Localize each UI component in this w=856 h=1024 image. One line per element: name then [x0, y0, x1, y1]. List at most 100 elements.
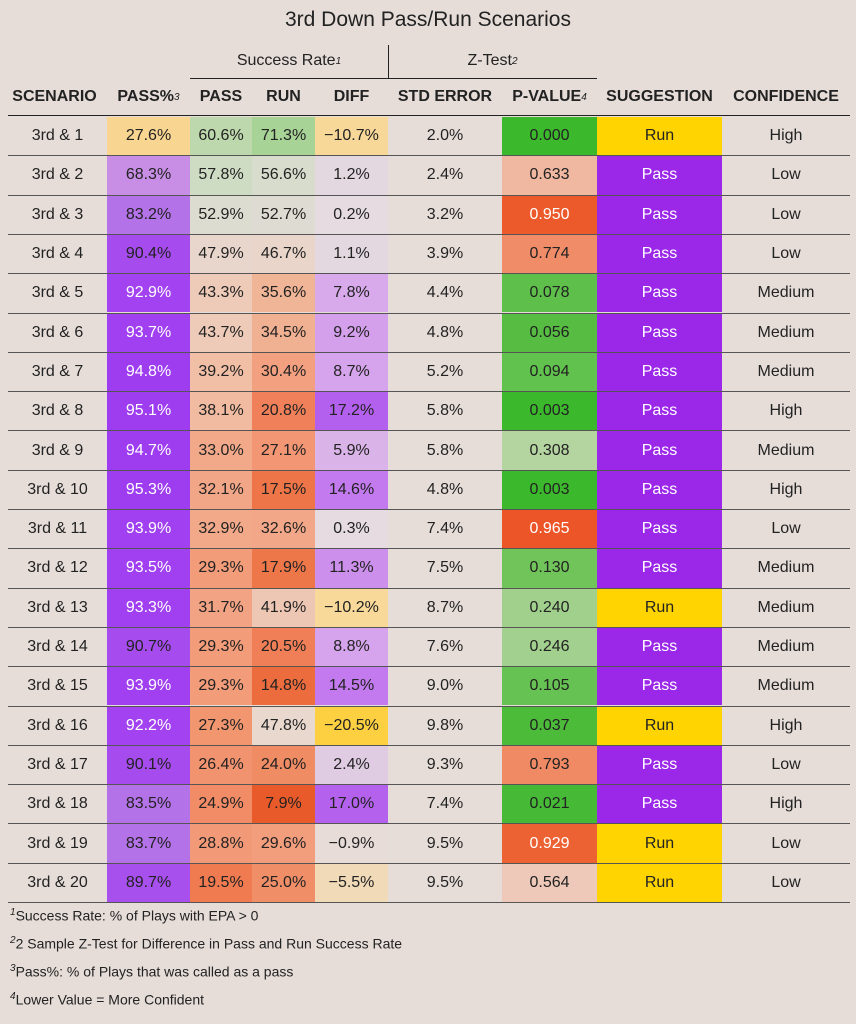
cell-text: 5.2% [426, 362, 464, 380]
cell: 1.2% [315, 156, 388, 195]
cell-text: 26.4% [198, 755, 244, 773]
cell-text: 41.9% [260, 598, 307, 616]
cell-text: 3rd & 7 [31, 362, 84, 380]
cell: Pass [597, 627, 722, 667]
cell-text: 3rd & 10 [27, 480, 88, 498]
group-header: Success Rate 1 [190, 46, 388, 76]
cell: Pass [597, 510, 722, 549]
cell-text: Medium [757, 638, 815, 656]
cell: Pass [597, 745, 722, 785]
cell-text: 4.8% [426, 323, 464, 341]
row-rule [8, 823, 850, 825]
column-header: SUGGESTION [597, 80, 722, 114]
cell-text: High [769, 716, 803, 734]
footnote-text: 2 Sample Z-Test for Difference in Pass a… [15, 935, 403, 952]
cell-text: Low [771, 520, 801, 538]
cell: 47.8% [252, 706, 315, 745]
cell-text: Pass [641, 638, 678, 656]
cell: 38.1% [190, 392, 252, 431]
cell-text: 52.9% [198, 205, 244, 223]
column-label: DIFF [333, 88, 370, 105]
cell: 3rd & 4 [8, 235, 107, 273]
cell: 0.037 [502, 706, 597, 745]
cell-text: 9.5% [426, 834, 464, 852]
cell: 27.1% [252, 431, 315, 470]
cell-text: 14.8% [260, 677, 307, 695]
cell: 90.4% [107, 234, 190, 274]
cell-text: 3rd & 6 [31, 323, 84, 341]
cell: 29.3% [190, 627, 252, 667]
cell: Medium [722, 353, 850, 391]
cell: 57.8% [190, 156, 252, 195]
cell: 4.8% [388, 314, 502, 352]
cell-text: 43.3% [198, 284, 244, 302]
cell: 0.774 [502, 234, 597, 274]
cell: 17.5% [252, 470, 315, 509]
cell-text: 0.078 [529, 284, 570, 302]
cell-text: 93.7% [125, 323, 172, 341]
cell: 11.3% [315, 549, 388, 588]
cell: Low [722, 235, 850, 273]
cell-text: Pass [641, 559, 678, 577]
cell: Run [597, 588, 722, 627]
cell-text: Pass [641, 205, 678, 223]
cell: 0.105 [502, 667, 597, 706]
cell-text: 9.2% [333, 323, 370, 341]
cell: 0.929 [502, 824, 597, 863]
cell: 17.0% [315, 785, 388, 824]
cell: 41.9% [252, 588, 315, 627]
cell-text: 35.6% [260, 284, 307, 302]
cell: 3rd & 9 [8, 431, 107, 469]
cell-text: 0.3% [333, 520, 370, 538]
cell: 0.564 [502, 863, 597, 902]
row-rule [8, 862, 850, 864]
cell-text: 27.6% [125, 127, 172, 145]
cell-text: 3rd & 16 [27, 716, 88, 734]
cell: 3.9% [388, 235, 502, 273]
cell: 32.1% [190, 470, 252, 509]
cell-text: High [769, 402, 803, 420]
cell: 52.7% [252, 195, 315, 234]
footnote-ref: 4 [581, 91, 587, 103]
cell: 60.6% [190, 117, 252, 156]
cell: 9.2% [315, 313, 388, 352]
cell: 29.6% [252, 824, 315, 863]
cell: Medium [722, 628, 850, 666]
cell-text: 3rd & 11 [27, 520, 88, 538]
cell-text: 7.4% [426, 520, 464, 538]
cell-text: 3rd & 17 [27, 755, 88, 773]
row-rule [8, 666, 850, 668]
cell: 9.3% [388, 746, 502, 784]
cell-text: 46.7% [260, 245, 307, 263]
cell-text: Pass [641, 480, 678, 498]
cell-text: 14.6% [328, 480, 375, 498]
cell-text: Pass [641, 677, 678, 695]
cell: 20.8% [252, 392, 315, 431]
footnote-mark: 3 [10, 963, 16, 974]
cell: Low [722, 824, 850, 862]
cell: Pass [597, 156, 722, 195]
footnote: 4Lower Value = More Confident [10, 991, 204, 1008]
column-label: P-VALUE [512, 88, 582, 105]
cell-text: 17.5% [260, 480, 307, 498]
cell-text: 0.2% [333, 205, 370, 223]
cell: 3rd & 7 [8, 353, 107, 391]
cell-text: Run [644, 127, 675, 145]
cell-text: 3rd & 1 [31, 127, 84, 145]
cell-text: 3rd & 19 [27, 834, 88, 852]
cell: 3rd & 3 [8, 196, 107, 234]
footnote: 1Success Rate: % of Plays with EPA > 0 [10, 907, 258, 924]
cell-text: 0.633 [529, 166, 570, 184]
row-rule [8, 351, 850, 353]
cell-text: 0.021 [529, 795, 570, 813]
cell-text: 31.7% [198, 598, 244, 616]
group-rule [190, 78, 388, 79]
cell: 93.5% [107, 549, 190, 588]
cell: 93.3% [107, 588, 190, 627]
cell: 2.0% [388, 117, 502, 155]
cell: 3rd & 8 [8, 392, 107, 430]
cell-text: Medium [757, 598, 815, 616]
column-header: DIFF [315, 80, 388, 114]
row-rule [8, 626, 850, 628]
cell: 83.5% [107, 785, 190, 824]
